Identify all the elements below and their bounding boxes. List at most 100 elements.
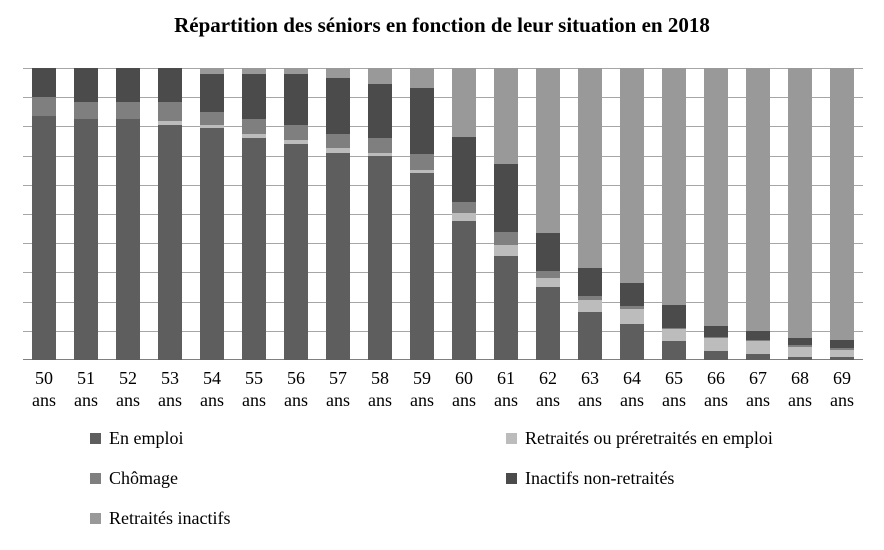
x-axis-line: [23, 359, 863, 360]
bar-51-ans: [74, 68, 98, 360]
bar-segment: [284, 68, 308, 74]
gridline: [23, 272, 863, 273]
bar-segment: [536, 233, 560, 271]
bar-segment: [326, 133, 350, 149]
bar-segment: [536, 270, 560, 279]
bar-segment: [284, 73, 308, 125]
bar-slot: [275, 68, 317, 360]
bar-segment: [242, 68, 266, 74]
gridline: [23, 156, 863, 157]
bar-segment: [284, 143, 308, 360]
bar-slot: [611, 68, 653, 360]
x-axis-label: 66 ans: [704, 368, 728, 410]
bar-segment: [620, 308, 644, 324]
gridline: [23, 126, 863, 127]
bar-segment: [368, 152, 392, 156]
bar-segment: [32, 97, 56, 117]
bar-segment: [746, 354, 770, 360]
bar-slot: [695, 68, 737, 360]
legend-swatch-chomage: [90, 473, 101, 484]
x-axis-label: 61 ans: [494, 368, 518, 410]
x-axis-label: 54 ans: [200, 368, 224, 410]
bar-segment: [326, 152, 350, 360]
legend-item-en-emploi: En emploi: [90, 428, 184, 449]
bar-slot: [527, 68, 569, 360]
bar-59-ans: [410, 68, 434, 360]
legend-label-retraites-inactifs: Retraités inactifs: [109, 508, 231, 528]
x-axis-label: 57 ans: [326, 368, 350, 410]
bar-segment: [284, 124, 308, 140]
bar-segment: [746, 341, 770, 355]
x-axis-label: 51 ans: [74, 368, 98, 410]
x-axis-label: 52 ans: [116, 368, 140, 410]
bar-60-ans: [452, 68, 476, 360]
gridline: [23, 214, 863, 215]
bar-segment: [830, 339, 854, 349]
bar-segment: [158, 120, 182, 125]
bar-slot: [737, 68, 779, 360]
bar-segment: [410, 170, 434, 174]
bar-segment: [788, 346, 812, 358]
bar-segment: [788, 68, 812, 339]
bar-segment: [158, 101, 182, 121]
bar-segment: [452, 68, 476, 137]
bar-segment: [830, 68, 854, 340]
bar-segment: [704, 326, 728, 337]
bar-segment: [536, 68, 560, 233]
bar-segment: [620, 323, 644, 360]
bar-segment: [620, 282, 644, 306]
bar-slot: [359, 68, 401, 360]
bar-64-ans: [620, 68, 644, 360]
bar-segment: [116, 68, 140, 102]
bar-segment: [242, 119, 266, 134]
bar-segment: [74, 119, 98, 360]
bar-segment: [494, 68, 518, 165]
gridline: [23, 68, 863, 69]
bar-segment: [74, 101, 98, 120]
x-axis-label: 64 ans: [620, 368, 644, 410]
bar-61-ans: [494, 68, 518, 360]
bar-segment: [158, 124, 182, 360]
bar-56-ans: [284, 68, 308, 360]
bar-segment: [74, 68, 98, 102]
plot-area: [23, 68, 863, 360]
legend-item-chomage: Chômage: [90, 468, 178, 489]
bar-slot: [65, 68, 107, 360]
bar-slot: [485, 68, 527, 360]
bar-segment: [536, 278, 560, 287]
bar-segment: [662, 329, 686, 342]
bar-54-ans: [200, 68, 224, 360]
bar-segment: [200, 124, 224, 128]
bar-57-ans: [326, 68, 350, 360]
bar-segment: [620, 306, 644, 309]
gridline: [23, 302, 863, 303]
gridline: [23, 331, 863, 332]
x-axis-label: 63 ans: [578, 368, 602, 410]
bar-segment: [704, 351, 728, 360]
bar-segment: [494, 231, 518, 245]
bar-52-ans: [116, 68, 140, 360]
bar-segment: [494, 256, 518, 360]
bar-66-ans: [704, 68, 728, 360]
bar-segment: [494, 244, 518, 257]
bar-segment: [116, 119, 140, 360]
bar-slot: [23, 68, 65, 360]
bar-segment: [410, 154, 434, 171]
bar-segment: [410, 88, 434, 155]
legend-item-retraites-preretraites-en-emploi: Retraités ou préretraités en emploi: [506, 428, 773, 449]
bar-segment: [200, 127, 224, 360]
legend-label-retraites-preretraites-en-emploi: Retraités ou préretraités en emploi: [525, 428, 773, 448]
bar-slot: [233, 68, 275, 360]
gridline: [23, 243, 863, 244]
bar-segment: [578, 68, 602, 269]
bar-69-ans: [830, 68, 854, 360]
x-axis-label: 55 ans: [242, 368, 266, 410]
legend-item-inactifs-non-retraites: Inactifs non-retraités: [506, 468, 674, 489]
bar-segment: [704, 338, 728, 352]
x-axis-label: 50 ans: [32, 368, 56, 410]
bars: [23, 68, 863, 360]
bar-segment: [746, 330, 770, 340]
bar-slot: [569, 68, 611, 360]
bar-segment: [452, 202, 476, 213]
bar-segment: [326, 68, 350, 79]
